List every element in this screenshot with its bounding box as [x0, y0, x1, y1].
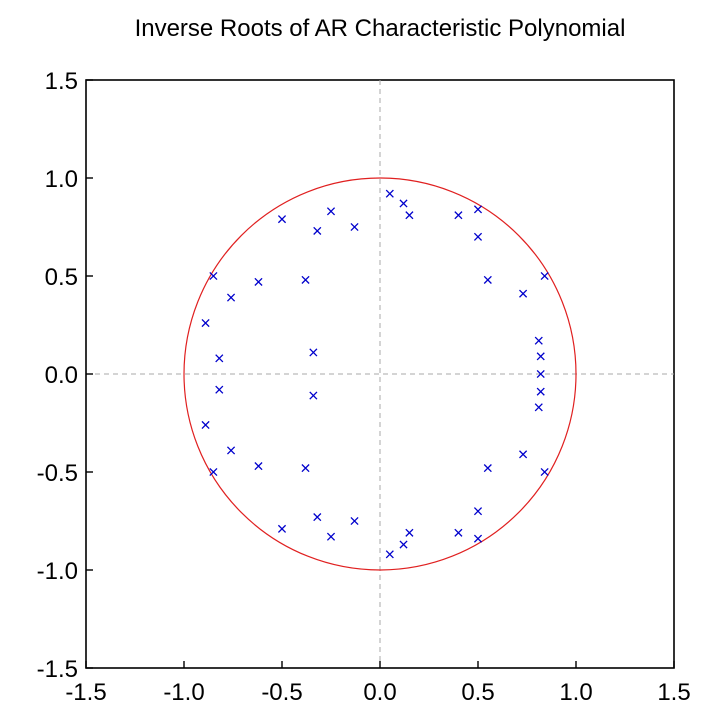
root-point — [519, 450, 528, 459]
root-point — [309, 391, 318, 400]
root-point — [350, 516, 359, 526]
root-point — [399, 540, 408, 549]
root-point — [309, 348, 318, 357]
unit-circle — [183, 177, 577, 571]
root-point — [534, 403, 543, 412]
root-point — [385, 550, 394, 559]
root-point — [536, 387, 545, 396]
x-tick-label: 1.0 — [559, 679, 592, 706]
root-point — [473, 507, 483, 516]
root-point — [215, 354, 224, 363]
root-point — [483, 275, 492, 284]
x-tick-label: 0.0 — [363, 679, 396, 706]
root-point — [301, 275, 310, 284]
x-tick-label: -1.5 — [65, 679, 106, 706]
x-axis-ticks: -1.5 -1.0 -0.5 0.0 0.5 1.0 1.5 — [65, 661, 691, 706]
root-point — [254, 462, 263, 471]
root-point — [483, 464, 492, 473]
root-point — [226, 293, 236, 302]
root-point — [519, 289, 528, 298]
root-point — [209, 467, 218, 477]
y-tick-label: -1.0 — [37, 558, 78, 585]
root-points — [201, 189, 549, 559]
x-tick-label: 1.5 — [657, 679, 690, 706]
root-point — [540, 271, 549, 281]
root-point — [326, 207, 336, 216]
root-point — [399, 199, 408, 208]
y-tick-label: 1.0 — [45, 166, 78, 193]
y-tick-label: 0.5 — [45, 264, 78, 291]
root-point — [301, 464, 310, 473]
root-point — [473, 534, 483, 543]
root-point — [454, 528, 463, 537]
y-tick-label: 1.5 — [45, 68, 78, 95]
root-point — [277, 215, 287, 224]
root-point — [201, 420, 210, 430]
root-point — [405, 528, 414, 537]
root-point — [226, 446, 236, 455]
root-point — [215, 385, 224, 394]
root-point — [313, 226, 322, 235]
root-point — [540, 467, 549, 477]
root-point — [209, 271, 218, 281]
y-tick-label: -0.5 — [37, 460, 78, 487]
root-point — [254, 277, 263, 286]
root-point — [454, 211, 463, 220]
y-tick-label: -1.5 — [37, 656, 78, 683]
root-point — [313, 513, 322, 522]
root-point — [350, 222, 359, 232]
root-point — [326, 532, 336, 541]
y-axis-ticks: 1.5 1.0 0.5 0.0 -0.5 -1.0 -1.5 — [37, 68, 93, 683]
root-point — [473, 232, 483, 241]
root-point — [536, 352, 545, 361]
root-point — [385, 189, 394, 198]
root-point — [536, 369, 545, 379]
root-point — [405, 211, 414, 220]
x-tick-label: -1.0 — [163, 679, 204, 706]
root-point — [473, 205, 483, 214]
chart-title: Inverse Roots of AR Characteristic Polyn… — [135, 15, 626, 42]
y-tick-label: 0.0 — [45, 362, 78, 389]
root-point — [534, 336, 543, 345]
root-point — [201, 318, 210, 328]
x-tick-label: -0.5 — [261, 679, 302, 706]
root-point — [277, 524, 287, 533]
x-tick-label: 0.5 — [461, 679, 494, 706]
